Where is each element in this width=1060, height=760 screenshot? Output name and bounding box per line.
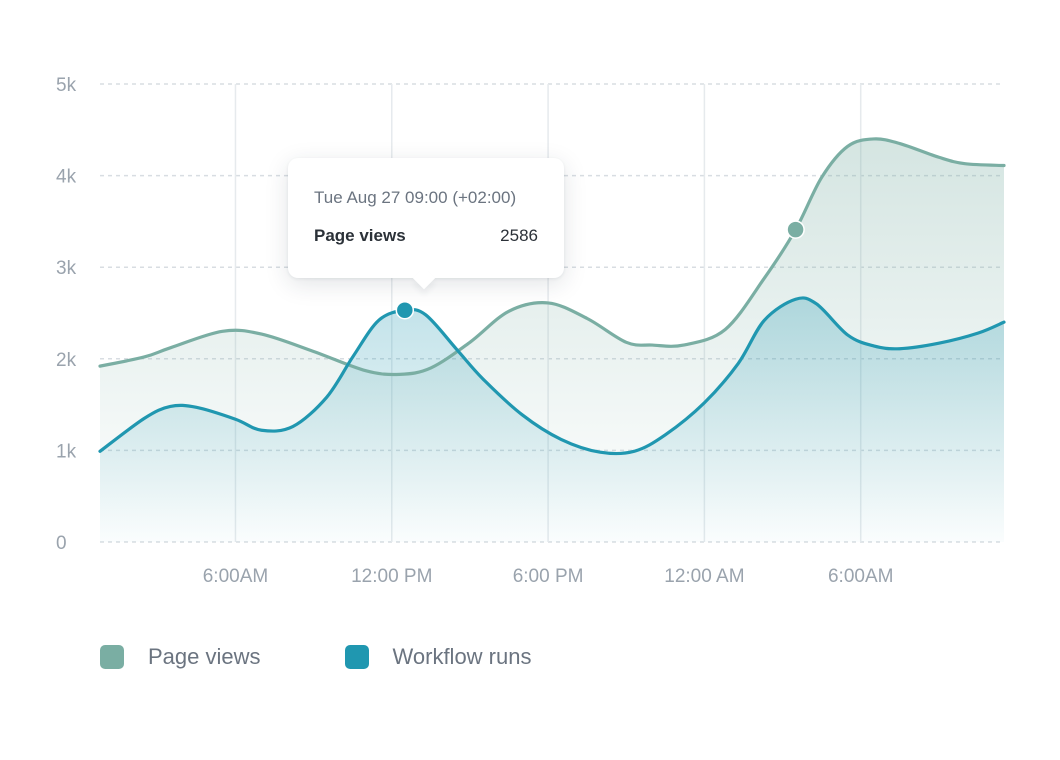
tooltip-series-label: Page views (314, 226, 406, 245)
y-tick-label: 5k (56, 75, 77, 96)
area-workflow-runs (100, 297, 1004, 542)
y-tick-label: 0 (56, 533, 67, 554)
y-tick-label: 4k (56, 167, 77, 188)
area-chart: 0 1k 2k 3k 4k 5k 6:00AM 12:00 PM 6:00 PM 12:00 AM… (56, 75, 1006, 587)
chart-legend: Page views Workflow runs (100, 644, 615, 670)
legend-swatch-page-views (100, 645, 124, 669)
y-tick-label: 2k (56, 350, 77, 371)
tooltip-date: Tue Aug 27 09:00 (+02:00) (314, 188, 517, 207)
legend-swatch-workflow-runs (344, 645, 369, 669)
x-tick-label: 12:00 AM (664, 566, 744, 587)
line-page-views (98, 137, 1006, 377)
point-marker-workflow-runs (395, 301, 415, 320)
y-tick-label: 3k (56, 258, 77, 279)
point-marker-page-views (786, 220, 805, 239)
tooltip-value: 2586 (500, 226, 538, 245)
tooltip-row: Page views 2586 (314, 226, 538, 246)
legend-label-page-views: Page views (148, 644, 261, 669)
x-tick-label: 6:00AM (828, 566, 893, 587)
x-tick-label: 6:00AM (203, 566, 268, 587)
x-tick-label: 12:00 PM (351, 566, 432, 587)
chart-tooltip: Tue Aug 27 09:00 (+02:00) Page views 258… (288, 158, 564, 278)
legend-item-workflow-runs[interactable]: Workflow runs (344, 644, 532, 670)
legend-label-workflow-runs: Workflow runs (392, 644, 532, 669)
legend-item-page-views[interactable]: Page views (100, 644, 261, 670)
line-workflow-runs (98, 296, 1006, 456)
y-tick-label: 1k (56, 441, 77, 462)
x-tick-label: 6:00 PM (513, 566, 584, 587)
